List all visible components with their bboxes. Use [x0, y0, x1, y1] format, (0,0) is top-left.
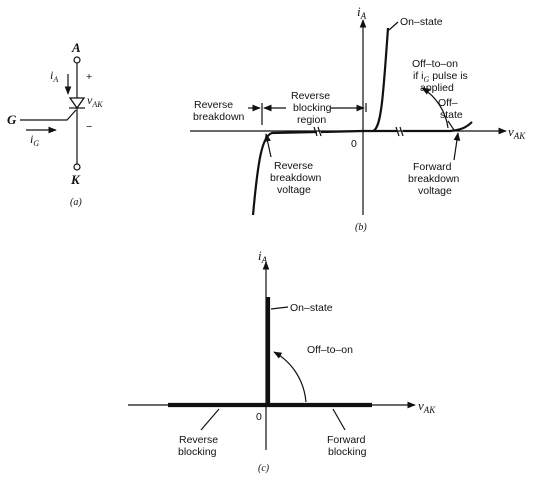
c-on-state-label: On–state: [290, 302, 333, 314]
gate-current-label: iG: [30, 132, 39, 148]
c-off-to-on-label: Off–to–on: [307, 344, 353, 356]
c-forward-blocking-label: Forward blocking: [327, 434, 368, 458]
cathode-label: K: [70, 172, 81, 187]
b-break-mark-1: [313, 126, 318, 137]
cathode-terminal: [73, 163, 81, 171]
b-origin: 0: [351, 138, 357, 150]
b-reverse-breakdown-label: Reverse breakdown: [193, 99, 245, 123]
b-x-axis-label: vAK: [508, 124, 526, 141]
anode-terminal: [73, 56, 81, 64]
minus-sign: −: [86, 121, 92, 133]
b-on-state-leader: [388, 21, 399, 31]
b-off-state-leader: [447, 120, 455, 131]
c-on-state-leader: [270, 306, 289, 310]
gate-label: G: [7, 112, 17, 127]
anode-current-label: iA: [50, 68, 58, 84]
b-forward-blocking-curve: [403, 121, 473, 133]
b-off-to-on-label: Off–to–on if iG pulse is applied: [412, 58, 471, 94]
panel-b-characteristic: iA vAK 0 On–state Off–to–on if iG pulse …: [190, 4, 526, 233]
anode-label: A: [71, 40, 81, 55]
c-reverse-blocking-label: Reverse blocking: [178, 434, 221, 458]
b-break-mark-2: [317, 126, 322, 137]
b-break-mark-4: [399, 126, 404, 137]
c-forward-leader: [332, 408, 346, 431]
b-y-axis-label: iA: [357, 4, 367, 21]
b-reverse-bv-arrow: [264, 133, 272, 158]
c-y-axis-label: iA: [258, 248, 268, 265]
b-off-state-label: Off– state: [438, 97, 463, 121]
c-x-axis-label: vAK: [418, 398, 436, 415]
thyristor-triangle: [68, 97, 86, 110]
plus-sign: +: [86, 71, 92, 83]
panel-a-thyristor-symbol: A K G iA + − vAK iG (a): [7, 40, 103, 208]
c-reverse-leader: [200, 408, 220, 431]
b-break-mark-3: [395, 126, 400, 137]
panel-c-idealized: iA vAK 0 On–state Off–to–on Reverse bloc…: [128, 248, 436, 474]
b-reverse-blocking-region-label: Reverse blocking region: [291, 90, 334, 126]
b-reverse-leak: [320, 129, 364, 134]
b-on-state-label: On–state: [400, 16, 443, 28]
c-off-to-on-arrow: [273, 351, 307, 403]
c-origin: 0: [256, 411, 262, 423]
b-off-to-on-arrow: [421, 87, 449, 129]
voltage-label: vAK: [87, 93, 103, 109]
b-reverse-curve: [251, 130, 318, 216]
b-forward-bv-arrow: [453, 132, 461, 161]
panel-a-caption: (a): [70, 197, 82, 208]
panel-b-caption: (b): [355, 222, 367, 233]
panel-c-caption: (c): [258, 463, 270, 474]
b-forward-breakdown-voltage-label: Forward breakdown voltage: [408, 161, 462, 197]
b-reverse-breakdown-voltage-label: Reverse breakdown voltage: [270, 160, 324, 196]
gate-lead: [20, 109, 77, 121]
b-on-state-curve: [363, 27, 390, 133]
